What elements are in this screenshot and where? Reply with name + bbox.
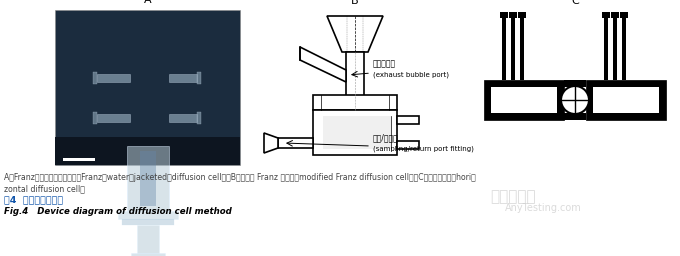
Bar bbox=[55, 137, 240, 165]
Bar bbox=[97, 114, 129, 122]
Bar bbox=[491, 87, 557, 113]
Circle shape bbox=[561, 86, 589, 114]
Bar bbox=[520, 18, 524, 80]
Text: 排气泡端口: 排气泡端口 bbox=[373, 59, 396, 68]
Text: (exhaust bubble port): (exhaust bubble port) bbox=[373, 71, 449, 78]
Bar bbox=[593, 87, 659, 113]
Bar bbox=[55, 10, 240, 165]
Bar bbox=[602, 12, 610, 18]
Text: (sampling/return port fitting): (sampling/return port fitting) bbox=[373, 145, 474, 152]
Bar bbox=[131, 253, 165, 256]
Bar bbox=[586, 80, 666, 120]
Text: AnyTesting.com: AnyTesting.com bbox=[505, 203, 582, 213]
Text: A: A bbox=[143, 0, 152, 5]
Bar bbox=[518, 12, 526, 18]
Bar bbox=[397, 116, 419, 124]
Text: B: B bbox=[351, 0, 359, 6]
Text: A．Franz（水夹套式）扩散池［Franz（water－jacketed）diffusion cell］　B．改良的 Franz 扩散池（modified F: A．Franz（水夹套式）扩散池［Franz（water－jacketed）di… bbox=[4, 173, 476, 182]
Bar bbox=[613, 18, 617, 80]
Bar bbox=[502, 18, 506, 80]
Bar bbox=[169, 114, 197, 122]
Bar bbox=[313, 95, 397, 110]
Bar bbox=[323, 116, 391, 149]
Text: C: C bbox=[571, 0, 579, 6]
Bar bbox=[313, 110, 397, 155]
Bar bbox=[92, 112, 97, 124]
Bar bbox=[622, 18, 626, 80]
Bar bbox=[511, 18, 515, 80]
Bar bbox=[137, 225, 158, 253]
Bar bbox=[484, 80, 564, 120]
Bar bbox=[500, 12, 508, 18]
Bar bbox=[278, 138, 313, 148]
Bar bbox=[509, 12, 517, 18]
Polygon shape bbox=[264, 133, 278, 153]
Text: 嘉峪检测网: 嘉峪检测网 bbox=[490, 189, 536, 204]
Bar bbox=[564, 80, 586, 87]
Bar bbox=[197, 112, 201, 124]
Bar bbox=[63, 158, 95, 161]
Bar bbox=[564, 113, 586, 120]
Bar bbox=[397, 141, 419, 149]
Bar bbox=[118, 211, 177, 219]
Bar bbox=[126, 146, 169, 211]
Bar bbox=[604, 18, 608, 80]
Text: 取样/补液口: 取样/补液口 bbox=[373, 133, 398, 142]
Bar bbox=[620, 12, 628, 18]
Bar bbox=[139, 151, 156, 206]
Bar bbox=[169, 74, 197, 82]
Bar bbox=[197, 72, 201, 84]
Polygon shape bbox=[300, 47, 346, 82]
Bar bbox=[346, 52, 364, 110]
Text: Fig.4   Device diagram of diffusion cell method: Fig.4 Device diagram of diffusion cell m… bbox=[4, 207, 232, 216]
Bar bbox=[122, 219, 173, 225]
Bar bbox=[611, 12, 619, 18]
Text: zontal diffusion cell）: zontal diffusion cell） bbox=[4, 184, 85, 193]
Polygon shape bbox=[327, 16, 383, 52]
Text: 图4  扩散池法装置图: 图4 扩散池法装置图 bbox=[4, 195, 63, 204]
Bar bbox=[92, 72, 97, 84]
Bar bbox=[97, 74, 129, 82]
